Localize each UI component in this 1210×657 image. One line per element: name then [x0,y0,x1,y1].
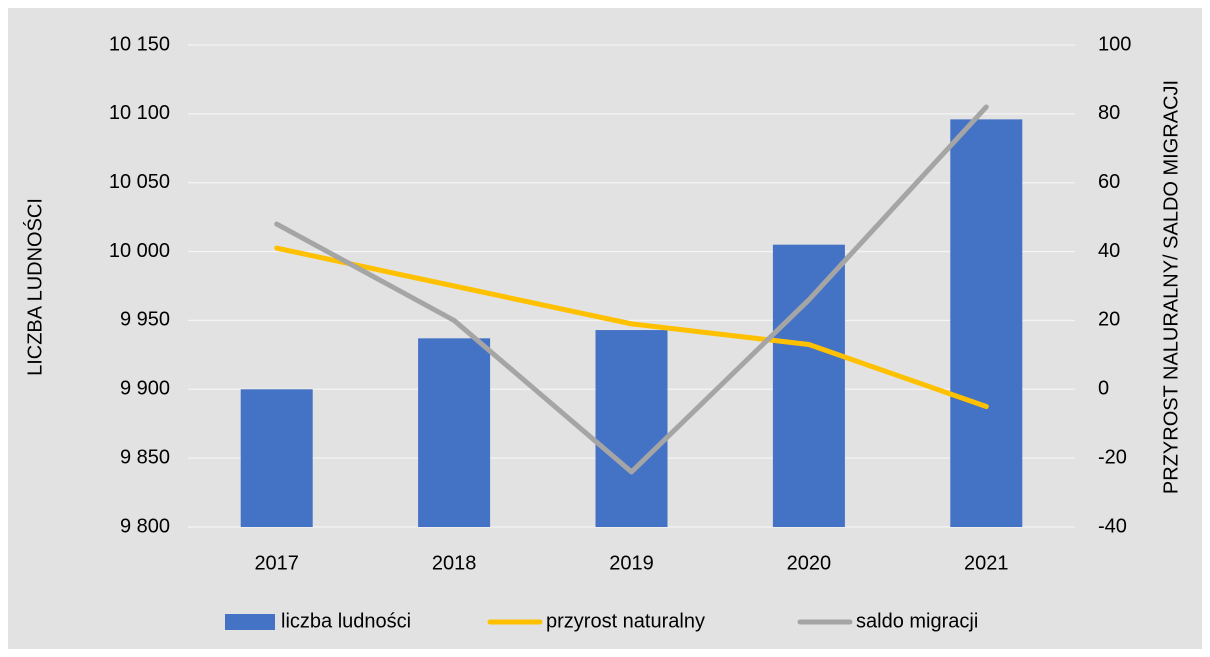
legend-swatch [225,614,275,630]
chart-background [8,8,1202,649]
y2-tick-label: 40 [1098,240,1120,262]
y2-axis-label: PRZYROST NALURALNY/ SALDO MIGRACJI [1160,80,1182,494]
line-series [274,245,989,409]
y2-tick-label: 60 [1098,171,1120,193]
y2-tick-label: 100 [1098,33,1131,55]
y2-tick-label: 0 [1098,378,1109,400]
x-tick-label: 2017 [254,552,299,574]
bar [240,389,313,527]
y-tick-label: 9 800 [120,515,170,537]
line-series [274,104,989,475]
y-axis-label: LICZBA LUDNOŚCI [22,198,46,376]
bar [772,244,845,527]
y2-tick-label: -40 [1098,515,1127,537]
y-tick-label: 9 900 [120,378,170,400]
bar [595,330,668,527]
y-tick-label: 10 000 [109,240,170,262]
y-tick-label: 10 100 [109,102,170,124]
y-tick-label: 10 150 [109,33,170,55]
x-tick-label: 2021 [964,552,1009,574]
y2-tick-label: -20 [1098,446,1127,468]
x-tick-label: 2020 [787,552,832,574]
legend-label: przyrost naturalny [546,610,705,632]
x-tick-label: 2018 [432,552,477,574]
x-tick-label: 2019 [609,552,654,574]
bar [418,338,491,527]
legend-label: liczba ludności [281,610,411,632]
y-tick-label: 10 050 [109,171,170,193]
legend-label: saldo migracji [856,610,978,632]
y-tick-label: 9 950 [120,309,170,331]
bar [950,119,1023,527]
y-tick-label: 9 850 [120,446,170,468]
y2-tick-label: 80 [1098,102,1120,124]
y2-tick-label: 20 [1098,309,1120,331]
